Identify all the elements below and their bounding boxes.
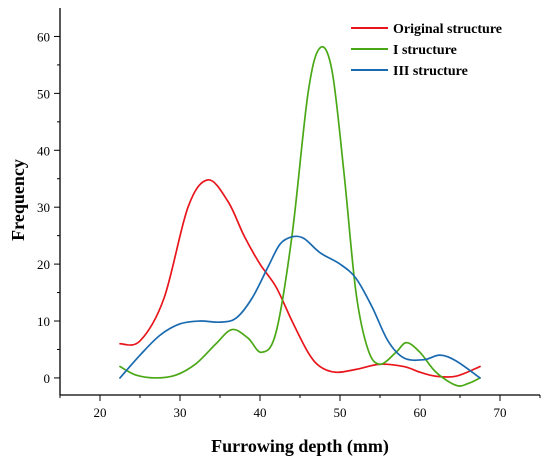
y-tick-label: 60 (37, 29, 50, 44)
x-tick-label: 60 (414, 405, 427, 420)
series-layer (119, 46, 481, 387)
y-tick-label: 50 (37, 86, 50, 101)
legend-label-2: I structure (393, 43, 457, 58)
legend-label-3: III structure (393, 64, 468, 79)
x-tick-label: 70 (494, 405, 507, 420)
series-line-1 (119, 179, 481, 378)
series-line-2 (119, 46, 481, 387)
y-tick-label: 10 (37, 314, 50, 329)
x-axis-title: Furrowing depth (mm) (211, 436, 389, 457)
series-line-3 (119, 235, 481, 379)
axes: 20 30 40 50 60 70 0 10 20 30 40 50 60 (37, 8, 541, 420)
x-tick-label: 20 (94, 405, 107, 420)
y-tick-label: 40 (37, 143, 50, 158)
legend-label-1: Original structure (393, 22, 502, 37)
y-tick-label: 20 (37, 257, 50, 272)
legend: Original structure I structure III structu… (351, 22, 502, 79)
x-tick-label: 30 (174, 405, 187, 420)
x-tick-label: 50 (334, 405, 347, 420)
x-tick-label: 40 (254, 405, 267, 420)
y-tick-label: 30 (37, 200, 50, 215)
y-tick-label: 0 (44, 371, 51, 386)
y-axis-title: Frequency (8, 159, 28, 241)
